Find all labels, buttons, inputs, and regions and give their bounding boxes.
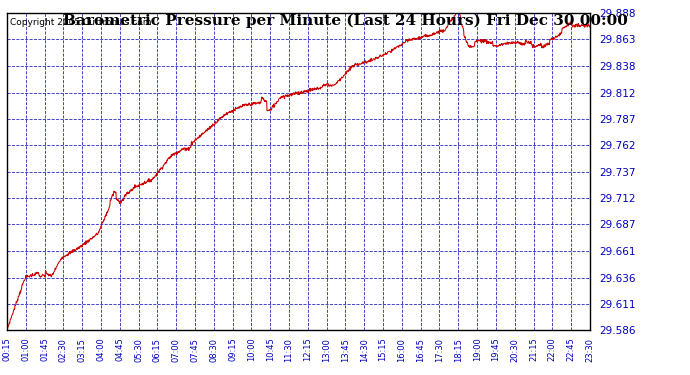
Text: Copyright 2005 Curtronics.com: Copyright 2005 Curtronics.com: [10, 18, 151, 27]
Text: Barometric Pressure per Minute (Last 24 Hours) Fri Dec 30 00:00: Barometric Pressure per Minute (Last 24 …: [63, 13, 627, 27]
